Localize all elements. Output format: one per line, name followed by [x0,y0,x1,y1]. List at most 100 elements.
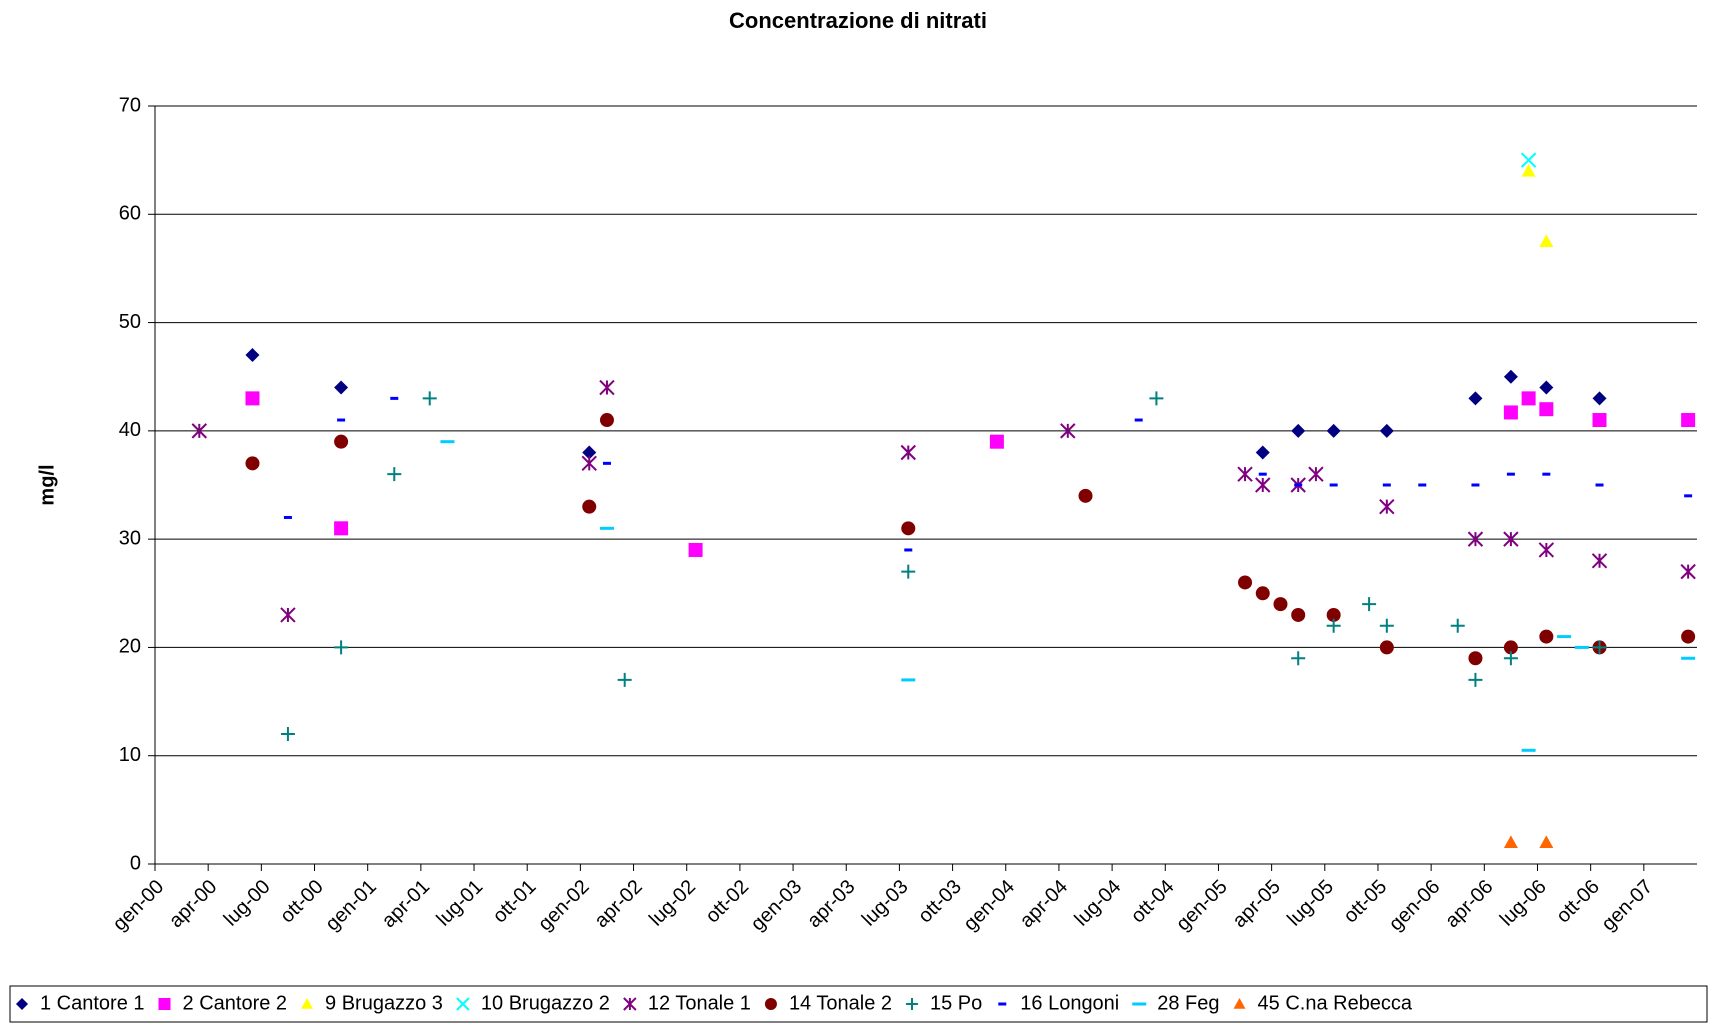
marker-shape [1503,651,1518,666]
marker-shape [1503,531,1519,547]
marker-shape [582,499,597,514]
x-tick-label: gen-07 [1598,876,1658,936]
marker [334,640,349,655]
marker [599,379,615,396]
marker [1503,369,1518,384]
marker [1520,152,1537,168]
marker [1255,445,1270,460]
marker [1574,645,1589,649]
marker [1255,477,1271,493]
x-tick-label: ott-06 [1552,876,1604,928]
marker-shape [1233,998,1246,1009]
marker [904,548,913,552]
marker [1503,640,1518,655]
marker [1592,640,1607,655]
marker-shape [1255,445,1270,460]
marker [1255,586,1270,601]
marker-shape [1681,413,1696,428]
marker-shape [1521,163,1536,177]
marker [1379,640,1394,655]
marker [1521,163,1536,177]
marker-shape [1468,672,1483,687]
marker [1291,607,1306,622]
marker-shape [1294,483,1303,487]
marker-shape [1506,472,1515,476]
marker [387,467,402,482]
marker-shape [599,413,614,428]
marker-shape [1450,618,1465,633]
marker [1294,483,1303,487]
x-tick-label: apr-00 [165,876,221,932]
x-tick-label: apr-04 [1016,876,1072,932]
marker-shape [1539,234,1554,247]
marker-shape [1680,563,1696,580]
legend-label: 45 C.na Rebecca [1258,992,1413,1014]
marker-shape [334,380,349,395]
marker-shape [1471,483,1480,487]
marker [1521,391,1536,406]
marker-shape [1238,575,1253,590]
x-tick-label: apr-06 [1441,876,1497,932]
x-tick-label: apr-02 [590,876,646,932]
marker [245,456,260,471]
marker-shape [301,998,314,1009]
x-tick-label: lug-03 [858,876,913,931]
legend-label: 12 Tonale 1 [648,992,751,1014]
y-tick-label: 10 [119,744,141,766]
marker-shape [904,548,913,552]
marker-shape [1362,597,1377,612]
marker-shape [599,526,614,530]
marker [1326,618,1341,633]
marker [1060,423,1076,439]
marker-shape [158,998,171,1010]
marker [1557,635,1572,639]
marker-shape [1468,391,1483,406]
marker [1326,607,1341,622]
x-tick-label: ott-01 [489,876,541,928]
marker [1681,656,1696,660]
marker-shape [1503,640,1518,655]
marker [1592,391,1607,406]
x-tick-label: gen-05 [1172,876,1232,936]
marker [1503,405,1518,420]
marker [1379,498,1395,515]
x-tick-label: lug-05 [1283,876,1338,931]
legend-marker [301,998,314,1009]
marker-shape [1520,152,1537,168]
marker-shape [764,998,777,1010]
marker-shape [1595,483,1604,487]
marker-shape [901,678,916,682]
marker-shape [1329,483,1338,487]
marker-shape [1255,477,1271,493]
marker-shape [900,444,916,461]
marker [617,672,632,687]
marker-shape [1326,607,1341,622]
marker-shape [440,440,455,444]
legend-marker [623,997,637,1011]
marker-shape [1592,413,1607,428]
marker [1542,472,1551,476]
x-tick-label: apr-01 [378,876,434,932]
marker-shape [191,423,208,439]
legend-label: 28 Feg [1157,992,1219,1014]
marker-shape [1681,656,1696,660]
marker-shape [1539,629,1554,644]
marker [337,418,346,422]
marker [334,434,349,449]
marker [582,445,597,460]
marker [245,348,260,363]
marker [1471,483,1480,487]
marker-shape [581,455,597,472]
marker-shape [1382,483,1391,487]
marker-shape [1418,483,1427,487]
marker [1539,234,1554,247]
marker [1308,466,1324,482]
marker [1329,483,1338,487]
marker [1539,629,1554,644]
marker [1258,472,1267,476]
marker-shape [1539,380,1554,395]
marker-shape [1539,402,1554,417]
legend-label: 15 Po [930,992,982,1014]
marker [1681,413,1696,428]
marker-shape [1521,748,1536,752]
